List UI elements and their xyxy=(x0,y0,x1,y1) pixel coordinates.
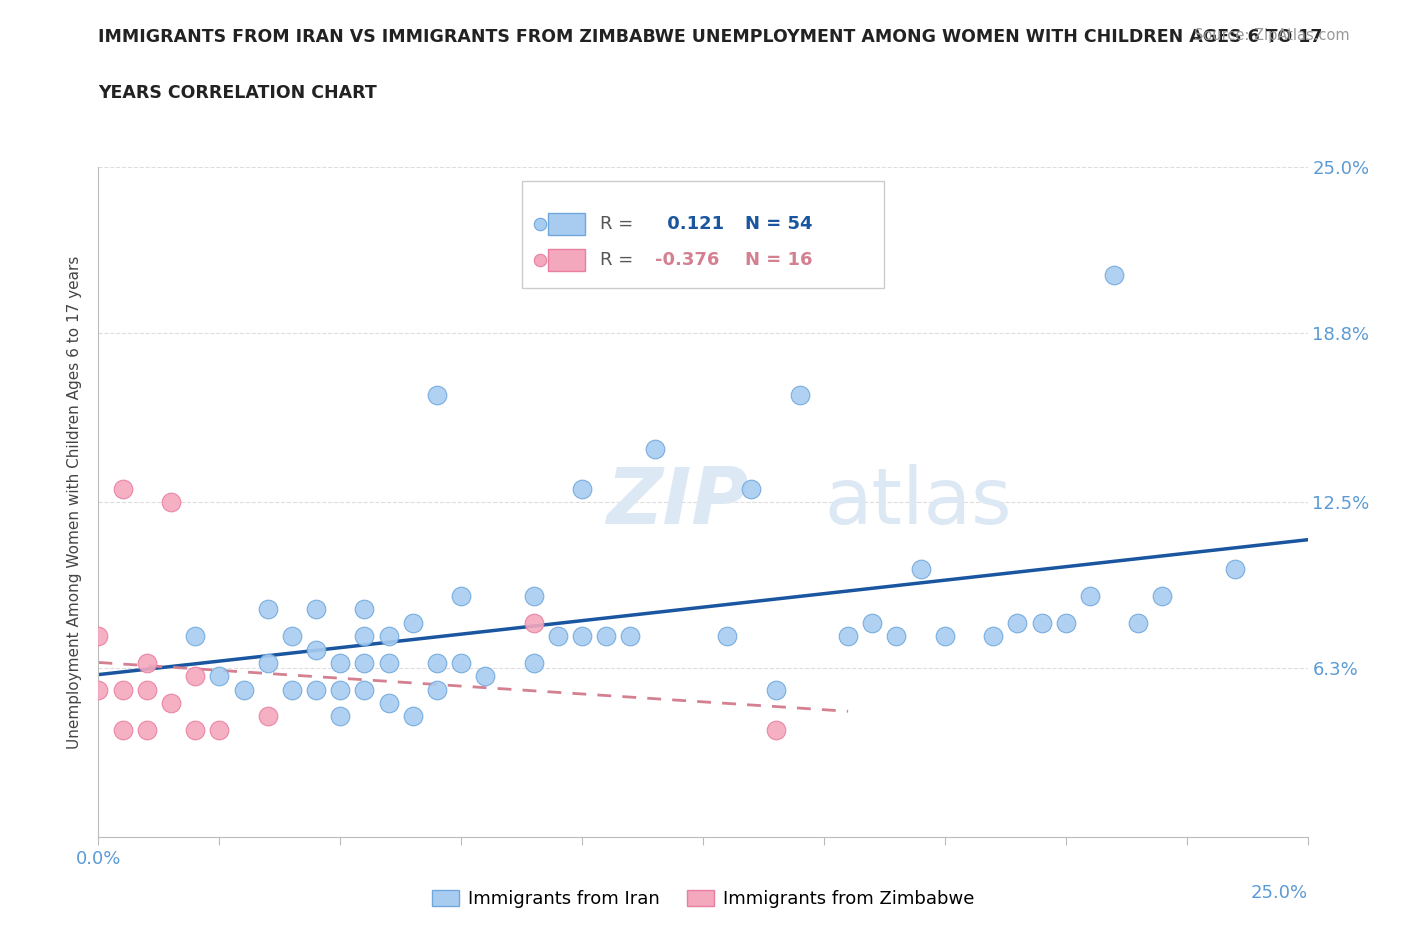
Point xyxy=(353,683,375,698)
Bar xyxy=(548,249,585,271)
Point xyxy=(329,709,352,724)
Point xyxy=(184,669,207,684)
Point xyxy=(377,656,399,671)
FancyBboxPatch shape xyxy=(522,180,884,288)
Point xyxy=(1054,616,1077,631)
Point xyxy=(450,589,472,604)
Point xyxy=(450,656,472,671)
Point xyxy=(837,629,859,644)
Point xyxy=(353,656,375,671)
Point xyxy=(281,629,304,644)
Point xyxy=(910,562,932,577)
Point xyxy=(716,629,738,644)
Text: N = 54: N = 54 xyxy=(745,215,813,232)
Point xyxy=(1007,616,1029,631)
Point xyxy=(426,388,449,403)
Text: R =: R = xyxy=(600,251,634,269)
Point xyxy=(353,629,375,644)
Point xyxy=(1078,589,1101,604)
Text: N = 16: N = 16 xyxy=(745,251,813,269)
Point xyxy=(571,482,593,497)
Point xyxy=(619,629,641,644)
Point xyxy=(523,589,546,604)
Point xyxy=(160,495,183,510)
Point xyxy=(184,723,207,737)
Point xyxy=(765,683,787,698)
Point xyxy=(135,656,157,671)
Point xyxy=(474,669,496,684)
Point xyxy=(547,629,569,644)
Point xyxy=(765,723,787,737)
Point xyxy=(135,723,157,737)
Point xyxy=(305,683,328,698)
Point xyxy=(1031,616,1053,631)
Point xyxy=(208,669,231,684)
Point xyxy=(256,656,278,671)
Text: 25.0%: 25.0% xyxy=(1250,884,1308,902)
Point xyxy=(426,683,449,698)
Point xyxy=(571,629,593,644)
Text: -0.376: -0.376 xyxy=(655,251,718,269)
Text: 0.121: 0.121 xyxy=(661,215,724,232)
Bar xyxy=(548,213,585,234)
Point xyxy=(305,602,328,617)
Point xyxy=(426,656,449,671)
Point xyxy=(402,616,425,631)
Point xyxy=(353,602,375,617)
Point xyxy=(281,683,304,698)
Point xyxy=(160,696,183,711)
Point xyxy=(87,629,110,644)
Text: atlas: atlas xyxy=(824,464,1011,540)
Point xyxy=(305,642,328,657)
Text: YEARS CORRELATION CHART: YEARS CORRELATION CHART xyxy=(98,84,377,101)
Y-axis label: Unemployment Among Women with Children Ages 6 to 17 years: Unemployment Among Women with Children A… xyxy=(67,256,83,749)
Point xyxy=(523,656,546,671)
Point xyxy=(135,683,157,698)
Text: ZIP: ZIP xyxy=(606,464,748,540)
Point xyxy=(981,629,1004,644)
Point xyxy=(1102,267,1125,282)
Point xyxy=(740,482,762,497)
Point xyxy=(377,696,399,711)
Point xyxy=(111,723,134,737)
Point xyxy=(329,683,352,698)
Point xyxy=(377,629,399,644)
Point xyxy=(111,482,134,497)
Point xyxy=(208,723,231,737)
Text: R =: R = xyxy=(600,215,634,232)
Text: Source: ZipAtlas.com: Source: ZipAtlas.com xyxy=(1194,28,1350,43)
Point xyxy=(886,629,908,644)
Point xyxy=(111,683,134,698)
Point xyxy=(256,602,278,617)
Point xyxy=(789,388,811,403)
Point xyxy=(402,709,425,724)
Point xyxy=(934,629,956,644)
Point xyxy=(595,629,617,644)
Point xyxy=(644,441,666,456)
Point xyxy=(184,629,207,644)
Point xyxy=(256,709,278,724)
Point xyxy=(232,683,254,698)
Point xyxy=(329,656,352,671)
Point xyxy=(523,616,546,631)
Legend: Immigrants from Iran, Immigrants from Zimbabwe: Immigrants from Iran, Immigrants from Zi… xyxy=(425,883,981,915)
Text: IMMIGRANTS FROM IRAN VS IMMIGRANTS FROM ZIMBABWE UNEMPLOYMENT AMONG WOMEN WITH C: IMMIGRANTS FROM IRAN VS IMMIGRANTS FROM … xyxy=(98,28,1323,46)
Point xyxy=(860,616,883,631)
Point xyxy=(87,683,110,698)
Point xyxy=(1223,562,1246,577)
Point xyxy=(1128,616,1150,631)
Point xyxy=(1152,589,1174,604)
